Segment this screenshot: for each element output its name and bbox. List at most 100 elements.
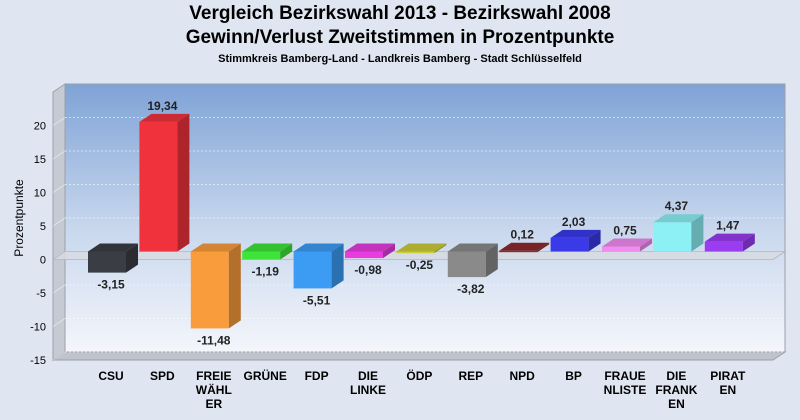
- bar-top: [88, 243, 138, 252]
- bar-front: [139, 121, 178, 252]
- bar-front: [88, 251, 126, 273]
- category-label-line: CSU: [98, 369, 123, 383]
- x-axis-labels: CSU SPD FREIE WÄHL ER GRÜNE FDP DIE LINKE ÖDP REP N…: [98, 368, 746, 411]
- category-label-line: NLISTE: [604, 383, 647, 397]
- bar: [88, 243, 138, 273]
- category-label: BP: [565, 369, 582, 383]
- bar-side: [537, 242, 550, 253]
- category-label-line: BP: [565, 369, 582, 383]
- value-label: -5,51: [303, 293, 331, 307]
- bar-front: [550, 237, 589, 252]
- value-labels: -3,15 19,34 -11,48 -1,19 -5,51 -0,98 -0,25 -3,8…: [97, 99, 739, 347]
- bar: [499, 242, 550, 253]
- value-label: -0,25: [406, 258, 434, 272]
- bar-front: [499, 250, 538, 253]
- category-label-line: FREIE: [196, 369, 231, 383]
- category-label: FRAUE NLISTE: [604, 369, 647, 397]
- value-label: 19,34: [147, 99, 177, 113]
- category-label-line: WÄHL: [196, 382, 232, 397]
- bar-front: [242, 251, 281, 260]
- y-tick-label: 15: [34, 154, 46, 166]
- chart-subtitle: Gewinn/Verlust Zweitstimmen in Prozentpu…: [185, 27, 615, 48]
- gridline-side: [52, 150, 66, 160]
- bar-top: [396, 243, 447, 252]
- y-axis-ticks: 20 15 10 5 0 -5 -10 -15: [30, 121, 46, 368]
- category-label-line: REP: [458, 369, 483, 383]
- category-label: FDP: [305, 369, 329, 383]
- gridline-side: [52, 318, 66, 327]
- bar-front: [602, 246, 640, 252]
- bar-top: [550, 229, 601, 238]
- bar-side: [640, 238, 652, 252]
- bar: [345, 243, 395, 259]
- category-label-line: EN: [668, 397, 685, 411]
- bar-side: [331, 243, 344, 289]
- value-label: -1,19: [252, 264, 280, 278]
- bar-side: [280, 243, 293, 260]
- bar-top: [602, 238, 652, 247]
- bar-top: [704, 233, 755, 242]
- bar: [139, 113, 190, 252]
- bar-side: [588, 229, 601, 252]
- bar: [242, 243, 293, 260]
- bar-front: [396, 251, 435, 254]
- bar-top: [447, 243, 498, 252]
- category-label: GRÜNE: [244, 368, 287, 383]
- value-label: 1,47: [716, 219, 740, 233]
- bar-side: [691, 214, 704, 252]
- bar: [602, 238, 652, 252]
- y-tick-label: -15: [30, 355, 46, 367]
- bar-side: [177, 113, 190, 252]
- category-label-line: ÖDP: [406, 368, 432, 383]
- bar-front: [293, 251, 332, 289]
- bar: [704, 233, 755, 252]
- bar-side: [126, 243, 138, 273]
- category-label: NPD: [510, 369, 536, 383]
- y-tick-label: 10: [34, 188, 46, 200]
- gridline-side: [52, 117, 66, 126]
- category-label-line: ER: [205, 397, 222, 411]
- bar-top: [345, 243, 395, 252]
- value-label: -11,48: [197, 333, 231, 347]
- bar-top: [190, 243, 241, 252]
- category-label: CSU: [98, 369, 123, 383]
- value-label: 0,75: [613, 223, 637, 237]
- chart-subtitle-region: Stimmkreis Bamberg-Land - Landkreis Bamb…: [218, 53, 582, 65]
- category-label: FREIE WÄHL ER: [196, 369, 232, 411]
- bars: [88, 113, 755, 329]
- y-tick-label: -5: [36, 288, 46, 300]
- bar-front: [190, 251, 229, 329]
- bar: [447, 243, 498, 278]
- category-label: DIE LINKE: [350, 369, 386, 397]
- bar: [396, 243, 447, 254]
- category-label-line: SPD: [150, 369, 175, 383]
- bar-front: [704, 241, 743, 252]
- bar-front: [345, 251, 383, 259]
- category-label-line: FDP: [305, 369, 329, 383]
- bar-front: [447, 251, 486, 278]
- value-label: -0,98: [354, 263, 382, 277]
- bar-top: [499, 242, 550, 251]
- y-axis-label: Prozentpunkte: [12, 179, 26, 257]
- bar: [190, 243, 241, 329]
- gridline-side: [52, 351, 66, 361]
- category-label-line: FRANK: [655, 383, 697, 397]
- bar-top: [293, 243, 344, 252]
- bar-top: [139, 113, 190, 122]
- category-label: DIE FRANK EN: [655, 369, 697, 411]
- gridline-side: [52, 217, 66, 227]
- category-label: REP: [458, 369, 483, 383]
- category-label-line: EN: [719, 383, 736, 397]
- category-label-line: LINKE: [350, 383, 386, 397]
- bar-side: [485, 243, 498, 278]
- bar-front: [653, 222, 692, 252]
- gridline-side: [52, 284, 66, 294]
- value-label: -3,82: [457, 282, 485, 296]
- category-label-line: GRÜNE: [244, 368, 287, 383]
- value-label: 4,37: [665, 199, 689, 213]
- y-tick-label: -10: [30, 322, 46, 334]
- bar-side: [383, 243, 395, 259]
- y-tick-label: 5: [40, 221, 46, 233]
- bar-top: [653, 214, 704, 223]
